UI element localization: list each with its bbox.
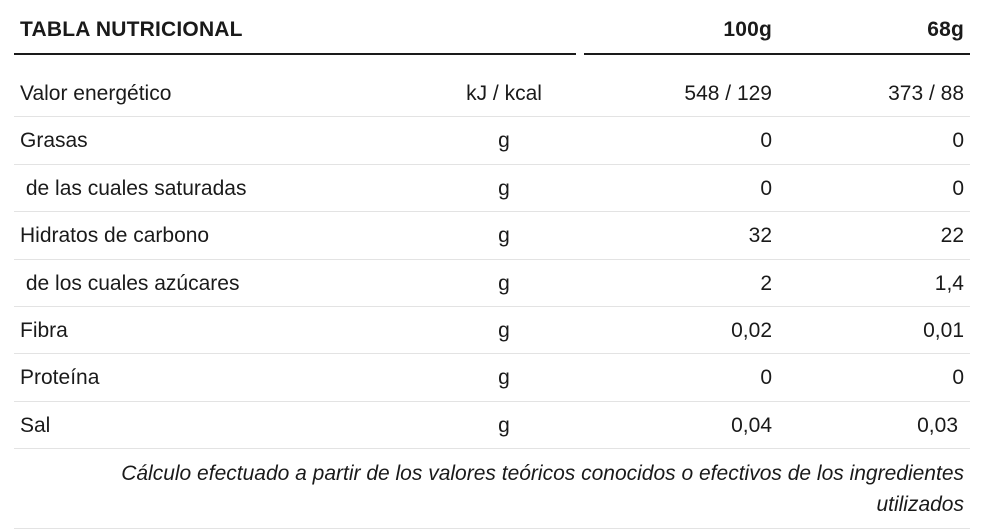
column-header-68g: 68g — [927, 18, 964, 41]
table-title: TABLA NUTRICIONAL — [20, 18, 243, 41]
value-per-100g: 548 / 129 — [684, 82, 772, 105]
nutrition-table: TABLA NUTRICIONAL 100g 68g Valor energét… — [14, 0, 970, 530]
table-header: TABLA NUTRICIONAL 100g 68g — [14, 0, 970, 55]
nutrient-unit: g — [498, 318, 510, 342]
nutrient-unit: g — [498, 176, 510, 200]
table-row: de las cuales saturadas g 0 0 — [14, 165, 970, 213]
nutrient-name: Grasas — [20, 129, 88, 153]
value-per-68g: 0,03 — [917, 413, 958, 437]
footnote-text: Cálculo efectuado a partir de los valore… — [121, 462, 964, 517]
value-per-68g: 0 — [952, 176, 964, 200]
table-row: Grasas g 0 0 — [14, 117, 970, 165]
nutrient-unit: g — [498, 413, 510, 437]
nutrient-name: Proteína — [20, 366, 100, 390]
nutrient-name: Fibra — [20, 318, 68, 342]
nutrient-name: Valor energético — [20, 82, 172, 105]
value-per-100g: 2 — [760, 271, 772, 295]
table-row: Sal g 0,04 0,03 — [14, 402, 970, 450]
nutrient-name: Sal — [20, 413, 51, 437]
table-row: Hidratos de carbono g 32 22 — [14, 212, 970, 260]
nutrient-unit: g — [498, 224, 510, 248]
value-per-68g: 22 — [940, 224, 964, 248]
value-per-100g: 0,02 — [731, 318, 772, 342]
footnote: Cálculo efectuado a partir de los valore… — [14, 449, 970, 530]
value-per-100g: 0 — [760, 366, 772, 390]
table-row: Valor energético kJ / kcal 548 / 129 373… — [14, 70, 970, 118]
column-header-100g: 100g — [723, 18, 772, 41]
nutrient-unit: kJ / kcal — [466, 82, 542, 105]
nutrient-name: de los cuales azúcares — [20, 271, 240, 295]
nutrient-name: Hidratos de carbono — [20, 224, 210, 248]
value-per-68g: 373 / 88 — [888, 82, 964, 105]
value-per-68g: 0 — [952, 366, 964, 390]
table-row: Proteína g 0 0 — [14, 354, 970, 402]
value-per-68g: 1,4 — [934, 271, 964, 295]
nutrient-unit: g — [498, 271, 510, 295]
nutrient-name: de las cuales saturadas — [20, 176, 247, 200]
header-spacer — [14, 55, 970, 70]
value-per-68g: 0 — [952, 129, 964, 153]
nutrient-unit: g — [498, 366, 510, 390]
value-per-100g: 0 — [760, 129, 772, 153]
value-per-68g: 0,01 — [923, 318, 964, 342]
table-row: de los cuales azúcares g 2 1,4 — [14, 260, 970, 307]
value-per-100g: 0,04 — [731, 413, 772, 437]
header-rule-right — [584, 53, 970, 55]
table-row: Fibra g 0,02 0,01 — [14, 307, 970, 355]
value-per-100g: 32 — [748, 224, 772, 248]
nutrient-unit: g — [498, 129, 510, 153]
value-per-100g: 0 — [760, 176, 772, 200]
header-rule-left — [14, 53, 576, 55]
